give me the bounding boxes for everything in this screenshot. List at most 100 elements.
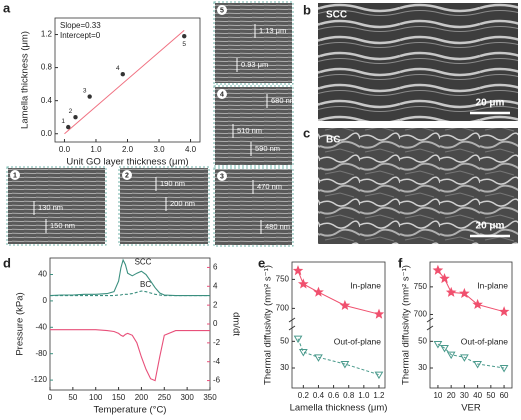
point [439, 273, 450, 284]
point [292, 265, 304, 276]
series-line [49, 258, 210, 297]
series-label: In-plane [477, 280, 508, 290]
y-tick-label: 50 [280, 336, 289, 345]
y-axis-label: Thermal diffusivity (mm² s⁻¹) [263, 265, 274, 385]
panel-letter: a [3, 0, 11, 15]
point [298, 349, 308, 357]
x-tick-label: 150 [112, 393, 126, 402]
y-axis-label: Thermal diffusivity (mm² s⁻¹) [401, 265, 412, 385]
series-line [50, 329, 210, 382]
point [473, 361, 482, 369]
dimension-label: 150 nm [50, 221, 75, 230]
micrograph [120, 168, 208, 244]
micrograph [8, 168, 105, 244]
fit-line [64, 30, 185, 135]
dimension-label: 0.93 μm [241, 60, 268, 69]
y-tick-label: 750 [414, 282, 428, 291]
series-line [437, 343, 505, 369]
x-tick-label: 0.6 [328, 391, 340, 400]
point [87, 94, 92, 99]
y-tick-label: -120 [31, 375, 48, 384]
point [73, 115, 78, 120]
x-tick-label: 0.0 [59, 145, 71, 154]
plot-frame [429, 261, 513, 389]
point [374, 371, 384, 380]
y-tick-label: 0.8 [41, 63, 53, 72]
micrograph [318, 128, 518, 244]
dimension-label: 510 nm [237, 126, 262, 135]
panel-letter: d [3, 255, 11, 270]
series-line [297, 338, 380, 376]
point [445, 286, 457, 297]
x-tick-label: 0.4 [313, 391, 325, 400]
number-badge [122, 170, 132, 180]
panel-letter: c [303, 125, 310, 140]
y-tick-label: 4 [213, 281, 218, 290]
point [340, 361, 350, 369]
point [432, 264, 444, 275]
x-tick-label: 60 [500, 391, 509, 400]
series-line [297, 270, 380, 315]
image-number: 5 [220, 7, 224, 14]
dimension-label: 680 nm [271, 96, 296, 105]
image-frame [6, 166, 107, 246]
x-tick-label: 300 [180, 393, 194, 402]
micrograph [215, 87, 292, 165]
image-frame [118, 166, 210, 246]
y-tick-label: 0 [43, 296, 48, 305]
point [440, 345, 449, 353]
dimension-label: 590 nm [255, 144, 280, 153]
point [339, 299, 351, 311]
dimension-label: 190 nm [160, 179, 185, 188]
image-frame [213, 1, 294, 85]
scale-bar-label: 20 μm [476, 221, 505, 232]
plot-frame [49, 257, 211, 391]
x-tick-label: 30 [460, 391, 469, 400]
x-axis-label: VER [461, 403, 481, 414]
y-tick-label: 750 [276, 275, 290, 284]
x-tick-label: 3.0 [153, 145, 165, 154]
series-line [50, 290, 210, 297]
image-title: SCC [326, 10, 347, 21]
y-tick-label: 0 [213, 319, 218, 328]
y-tick-label: -4 [213, 357, 221, 366]
y-tick-label: 40 [38, 270, 47, 279]
dimension-label: 470 nm [257, 182, 282, 191]
x-tick-label: 1.0 [358, 391, 370, 400]
micrograph [318, 3, 518, 121]
x-axis-label: Unit GO layer thickness (μm) [66, 157, 188, 168]
axis-break [288, 325, 296, 331]
x-tick-label: 2.0 [122, 145, 134, 154]
point [460, 354, 469, 362]
image-number: 4 [220, 91, 224, 98]
y2-axis-label: dm/dt [230, 312, 241, 336]
y-tick-label: -6 [213, 376, 221, 385]
point-label: 3 [83, 87, 87, 94]
point [182, 33, 187, 39]
y-tick-label: -2 [213, 338, 221, 347]
y-tick-label: 0.0 [41, 129, 53, 138]
point [446, 351, 456, 360]
point [498, 306, 510, 317]
x-tick-label: 50 [486, 391, 495, 400]
x-tick-label: 50 [68, 393, 77, 402]
micrograph [215, 3, 292, 83]
y-axis-label: Lamella thickness (μm) [20, 31, 31, 129]
x-tick-label: 0.2 [298, 391, 310, 400]
number-badge [10, 170, 20, 180]
image-title: BC [326, 135, 340, 146]
plot-frame [291, 261, 386, 389]
image-frame [213, 85, 294, 167]
y-tick-label: 30 [280, 363, 289, 372]
number-badge [217, 5, 227, 15]
point [297, 278, 309, 289]
point [373, 308, 385, 319]
point-label: 5 [182, 41, 186, 48]
x-tick-label: 350 [203, 393, 217, 402]
dimension-label: 200 nm [170, 199, 195, 208]
series-label: Out-of-plane [334, 336, 382, 346]
x-tick-label: 200 [135, 393, 149, 402]
panel-letter: f [398, 255, 403, 270]
x-tick-label: 250 [158, 393, 172, 402]
